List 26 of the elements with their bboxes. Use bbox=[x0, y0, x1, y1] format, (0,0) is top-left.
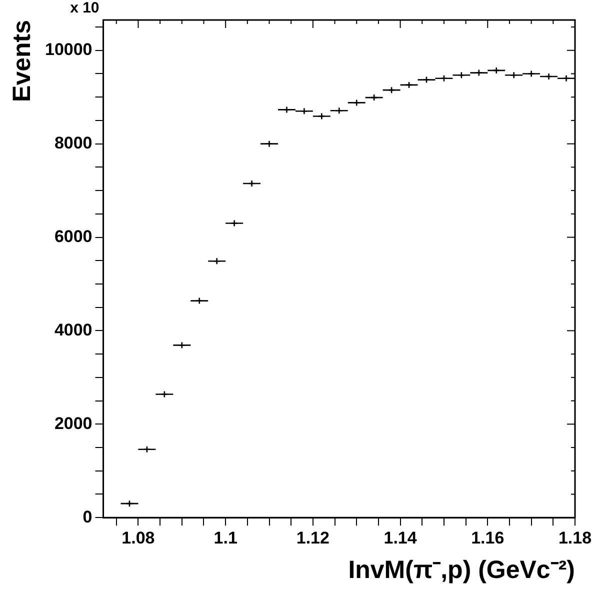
text: x 10 bbox=[70, 0, 100, 17]
y-tick-label: 0 bbox=[82, 507, 92, 526]
y-axis-title: Events bbox=[8, 20, 36, 102]
x-tick-label: 1.12 bbox=[296, 528, 330, 548]
point bbox=[266, 140, 273, 148]
point bbox=[300, 107, 308, 115]
point bbox=[248, 180, 256, 188]
y-tick-label: 10000 bbox=[44, 40, 92, 60]
x-tick-label: 1.16 bbox=[471, 528, 504, 548]
point bbox=[283, 106, 290, 114]
x-tick-label: 1.14 bbox=[384, 528, 418, 548]
point bbox=[528, 70, 535, 78]
x-tick-label: 1.18 bbox=[558, 528, 592, 548]
point bbox=[545, 72, 552, 80]
y-tick-label: 4000 bbox=[54, 320, 92, 340]
y-tick-label: 2000 bbox=[54, 414, 92, 433]
point bbox=[230, 220, 238, 227]
point bbox=[510, 71, 518, 79]
x-tick-label: 1.1 bbox=[214, 528, 238, 548]
x-axis-title: InvM(π⁻,p) (GeVc⁻²) bbox=[348, 556, 575, 584]
y-tick-label: 6000 bbox=[54, 226, 92, 246]
point bbox=[213, 257, 220, 265]
point bbox=[318, 112, 326, 120]
x-tick-label: 1.08 bbox=[122, 528, 155, 548]
y-tick-label: 8000 bbox=[54, 134, 92, 153]
point bbox=[562, 74, 570, 82]
